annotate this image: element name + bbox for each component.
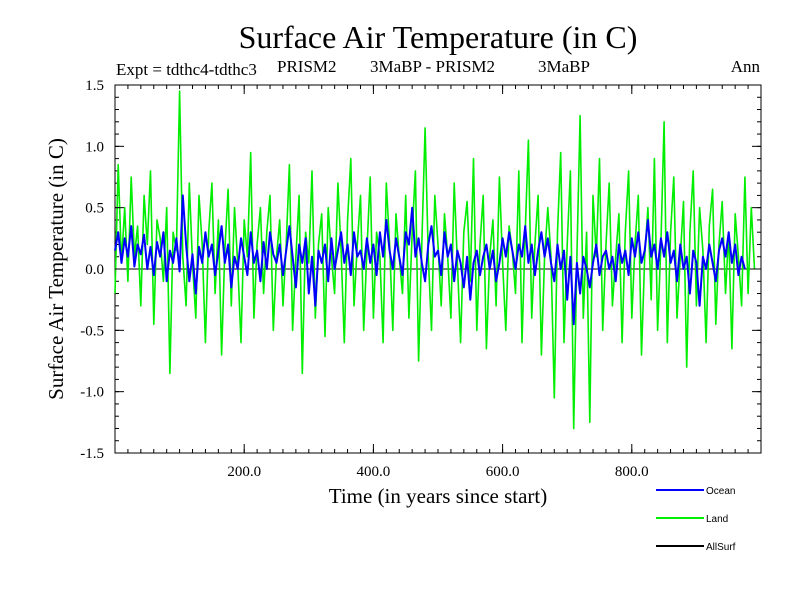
series-land-line [114,90,756,430]
series-ocean-line [114,194,746,326]
legend: Ocean Land AllSurf [656,486,736,553]
subtitle-age: 3MaBP [538,57,590,76]
x-tick-label: 600.0 [486,464,520,480]
legend-label-allsurf: AllSurf [706,542,736,553]
x-tick-label: 200.0 [227,464,261,480]
y-tick-label: 0.0 [85,262,104,278]
y-tick-label: 1.0 [85,139,104,155]
subtitle-prism-a: PRISM2 [277,57,337,76]
legend-label-land: Land [706,514,728,525]
x-tick-label: 800.0 [615,464,649,480]
subtitle-season: Ann [731,57,761,76]
chart-title: Surface Air Temperature (in C) [239,19,638,55]
x-axis-label: Time (in years since start) [329,484,548,508]
legend-label-ocean: Ocean [706,486,735,497]
y-tick-label: 1.5 [85,78,104,94]
y-axis-label: Surface Air Temperature (in C) [44,138,68,400]
subtitle-comparison: 3MaBP - PRISM2 [370,57,495,76]
series-layer [114,90,756,430]
y-tick-label: -0.5 [80,323,104,339]
x-axis: 200.0 400.0 600.0 800.0 [227,85,649,480]
y-tick-label: 0.5 [85,201,104,217]
y-axis: -1.5 -1.0 -0.5 0.0 0.5 1.0 1.5 [80,78,761,462]
y-tick-label: -1.5 [80,446,104,462]
y-tick-label: -1.0 [80,385,104,401]
subtitle-experiment: Expt = tdthc4-tdthc3 [116,60,257,79]
x-tick-label: 400.0 [357,464,391,480]
